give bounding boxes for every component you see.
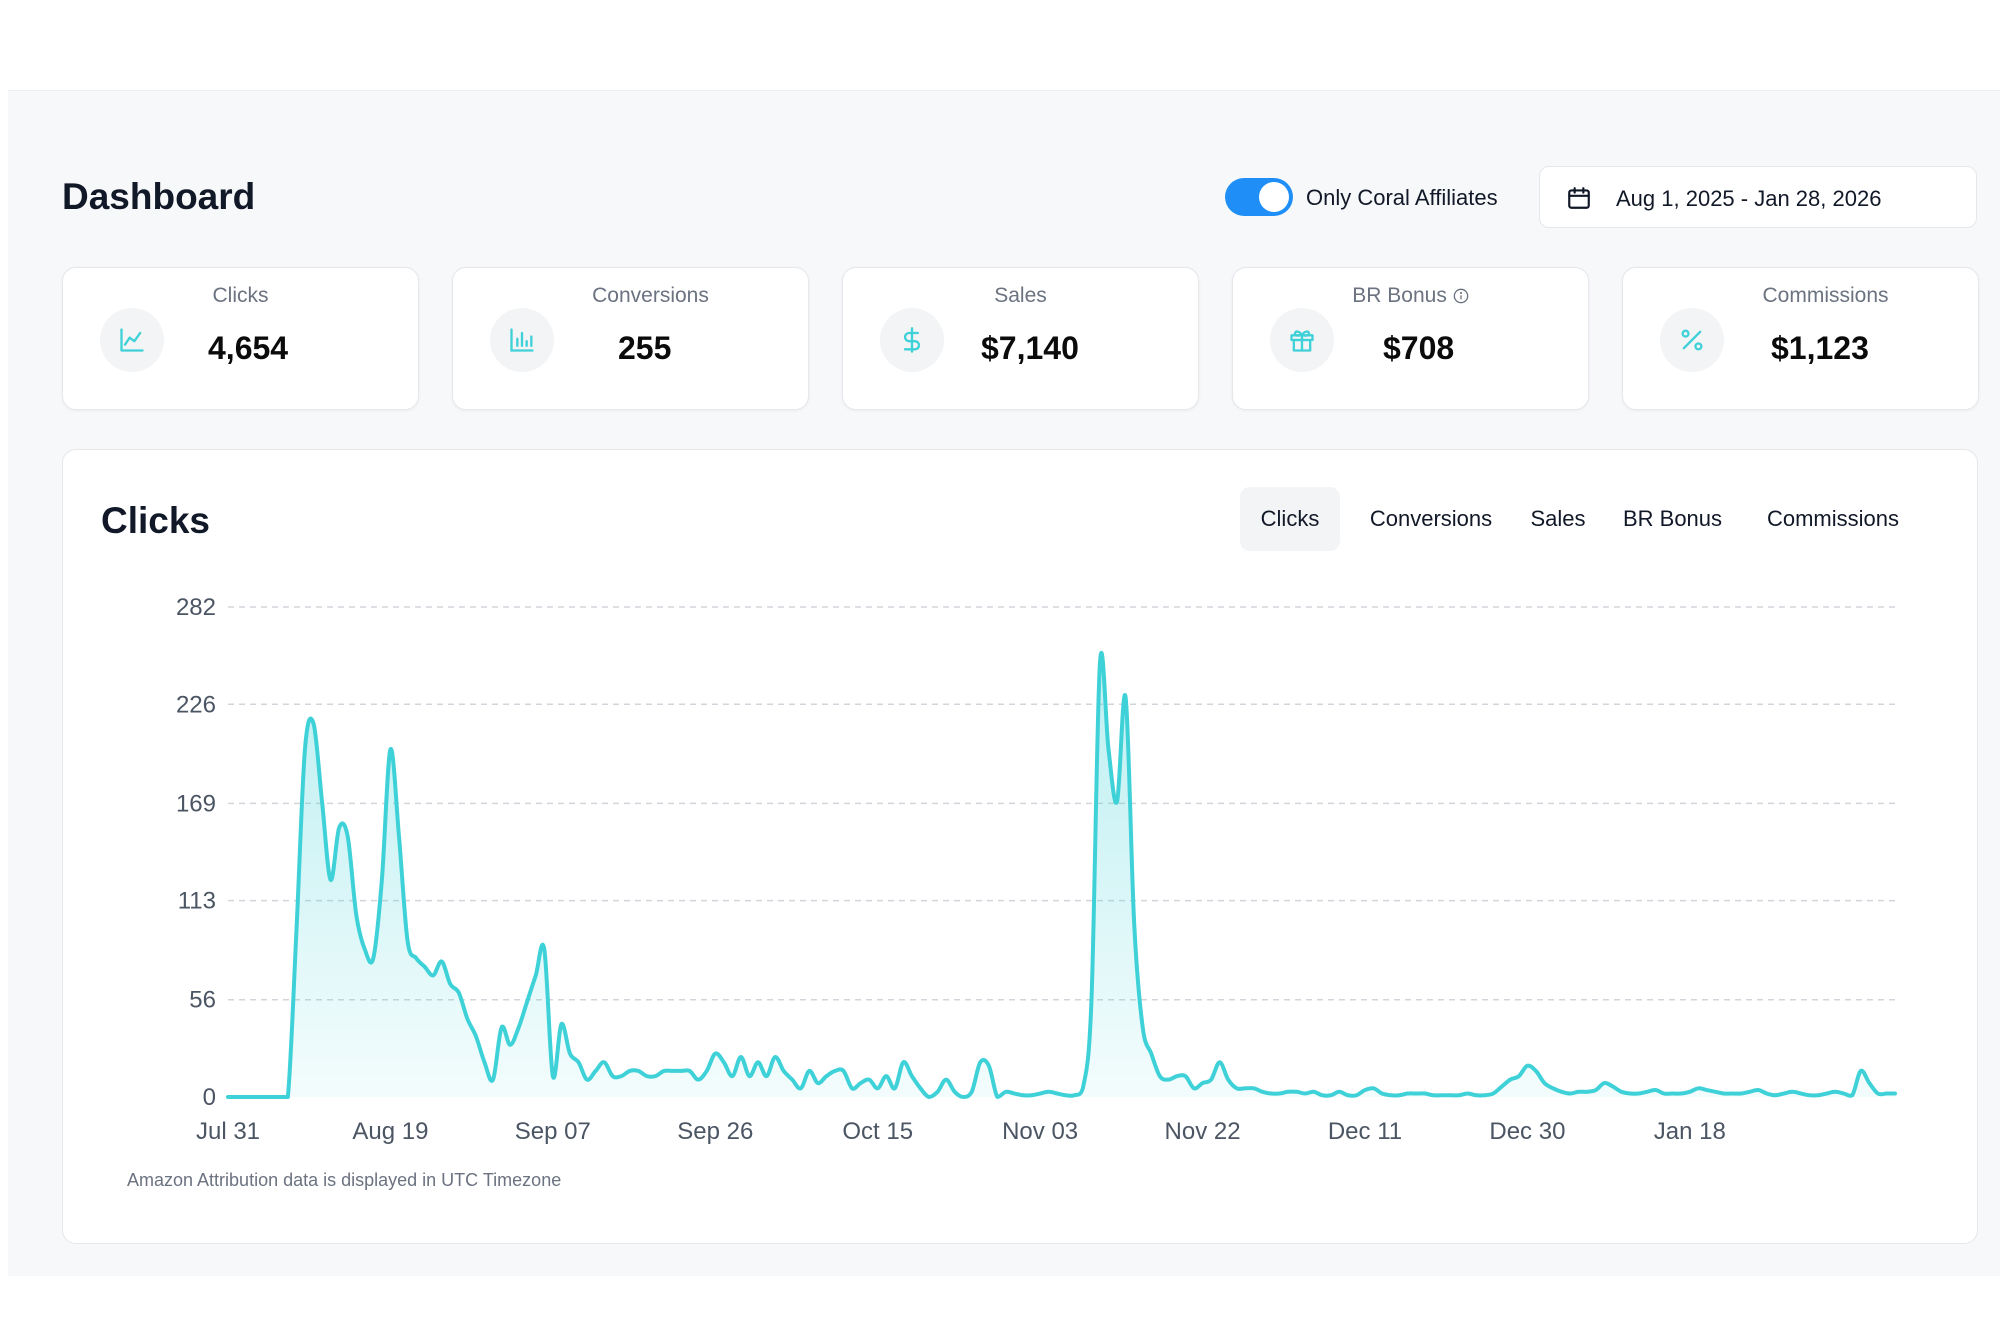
y-tick-label: 226: [176, 691, 216, 718]
y-tick-label: 169: [176, 790, 216, 817]
tab-clicks[interactable]: Clicks: [1240, 487, 1340, 551]
stat-label: Clicks: [212, 284, 269, 307]
percent-icon: [1660, 308, 1724, 372]
stat-label: Commissions: [1762, 284, 1889, 307]
chart-card: Clicks Clicks Conversions Sales BR Bonus…: [62, 449, 1978, 1244]
stat-value: $1,123: [1771, 330, 1869, 366]
toggle-knob: [1259, 182, 1289, 212]
x-tick-label: Nov 03: [1002, 1118, 1078, 1145]
stat-card-br-bonus[interactable]: BR Bonus $708: [1232, 267, 1589, 410]
stat-label: Conversions: [592, 284, 709, 307]
tab-conversions[interactable]: Conversions: [1369, 506, 1493, 531]
date-range-picker[interactable]: Aug 1, 2025 - Jan 28, 2026: [1539, 166, 1977, 228]
chart-title: Clicks: [101, 500, 211, 541]
clicks-series-area: [228, 652, 1895, 1097]
x-tick-label: Aug 19: [352, 1118, 428, 1145]
tab-commissions[interactable]: Commissions: [1766, 506, 1900, 531]
coral-affiliates-toggle[interactable]: [1225, 178, 1293, 216]
x-tick-label: Dec 11: [1328, 1118, 1402, 1145]
gift-icon: [1270, 308, 1334, 372]
stat-value: 255: [618, 330, 672, 366]
clicks-series-line: [226, 650, 1897, 1099]
timezone-footnote: Amazon Attribution data is displayed in …: [127, 1170, 562, 1190]
stat-label: Sales: [994, 284, 1047, 307]
y-tick-label: 282: [176, 594, 216, 621]
page-title: Dashboard: [62, 176, 256, 217]
date-range-text: Aug 1, 2025 - Jan 28, 2026: [1616, 186, 1882, 211]
x-tick-label: Sep 07: [515, 1118, 591, 1145]
stat-card-conversions[interactable]: Conversions 255: [452, 267, 809, 410]
stat-label-text: BR Bonus: [1352, 284, 1447, 307]
stat-card-sales[interactable]: Sales $7,140: [842, 267, 1199, 410]
line-chart-icon: [100, 308, 164, 372]
stat-value: $708: [1383, 330, 1455, 366]
stat-card-clicks[interactable]: Clicks 4,654: [62, 267, 419, 410]
x-tick-label: Jan 18: [1654, 1118, 1726, 1145]
x-tick-label: Jul 31: [196, 1118, 260, 1145]
y-tick-label: 56: [189, 987, 216, 1014]
tab-br-bonus[interactable]: BR Bonus: [1622, 506, 1723, 531]
stat-value: $7,140: [981, 330, 1079, 366]
clicks-area-chart: 0 56 113 169 226 282 Jul 31 Aug 19 Sep 07 Sep 26…: [176, 594, 1897, 1145]
x-tick-label: Oct 15: [842, 1118, 913, 1145]
x-tick-label: Dec 30: [1489, 1118, 1565, 1145]
x-tick-label: Nov 22: [1165, 1118, 1241, 1145]
stat-card-commissions[interactable]: Commissions $1,123: [1622, 267, 1979, 410]
stat-label: BR Bonus: [1233, 284, 1588, 308]
toggle-label: Only Coral Affiliates: [1306, 185, 1498, 210]
stat-value: 4,654: [208, 330, 289, 366]
calendar-icon: [1568, 187, 1590, 209]
y-tick-label: 113: [178, 888, 216, 915]
dollar-icon: [880, 308, 944, 372]
x-tick-label: Sep 26: [677, 1118, 753, 1145]
info-icon[interactable]: [1453, 288, 1469, 304]
y-tick-label: 0: [203, 1084, 216, 1111]
tab-sales[interactable]: Sales: [1530, 506, 1586, 531]
bar-chart-icon: [490, 308, 554, 372]
